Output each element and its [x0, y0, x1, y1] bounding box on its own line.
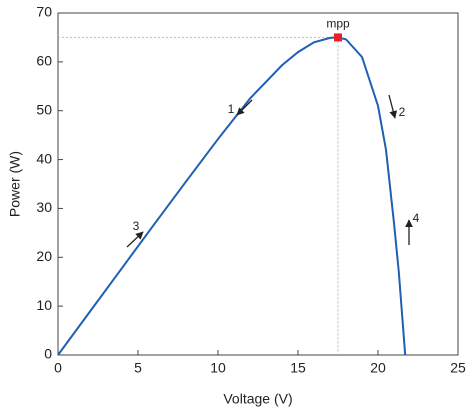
- direction-arrow: [388, 94, 398, 119]
- y-tick-label: 40: [36, 150, 52, 166]
- x-tick-label: 25: [450, 360, 466, 376]
- y-tick-label: 20: [36, 248, 52, 264]
- mpp-marker: [334, 33, 342, 42]
- y-axis-label: Power (W): [7, 151, 23, 217]
- mpp-label: mpp: [326, 17, 350, 31]
- x-tick-label: 5: [134, 360, 142, 376]
- plot-frame: [57, 12, 459, 356]
- y-tick-label: 60: [36, 53, 52, 69]
- power-curve: [57, 36, 407, 356]
- x-tick-label: 20: [370, 360, 386, 376]
- direction-label: 4: [413, 211, 420, 225]
- y-tick-label: 10: [36, 297, 52, 313]
- x-tick-label: 10: [210, 360, 226, 376]
- y-tick-label: 30: [36, 199, 52, 215]
- direction-label: 3: [133, 219, 140, 233]
- x-tick-label: 0: [54, 360, 62, 376]
- x-tick-label: 15: [290, 360, 306, 376]
- y-tick-label: 50: [36, 101, 52, 117]
- direction-label: 2: [399, 105, 406, 119]
- direction-arrow: [236, 99, 253, 116]
- x-axis-label: Voltage (V): [223, 391, 292, 407]
- direction-label: 1: [228, 102, 235, 116]
- y-tick-label: 70: [36, 4, 52, 20]
- direction-arrow: [126, 231, 144, 248]
- y-tick-label: 0: [44, 346, 52, 362]
